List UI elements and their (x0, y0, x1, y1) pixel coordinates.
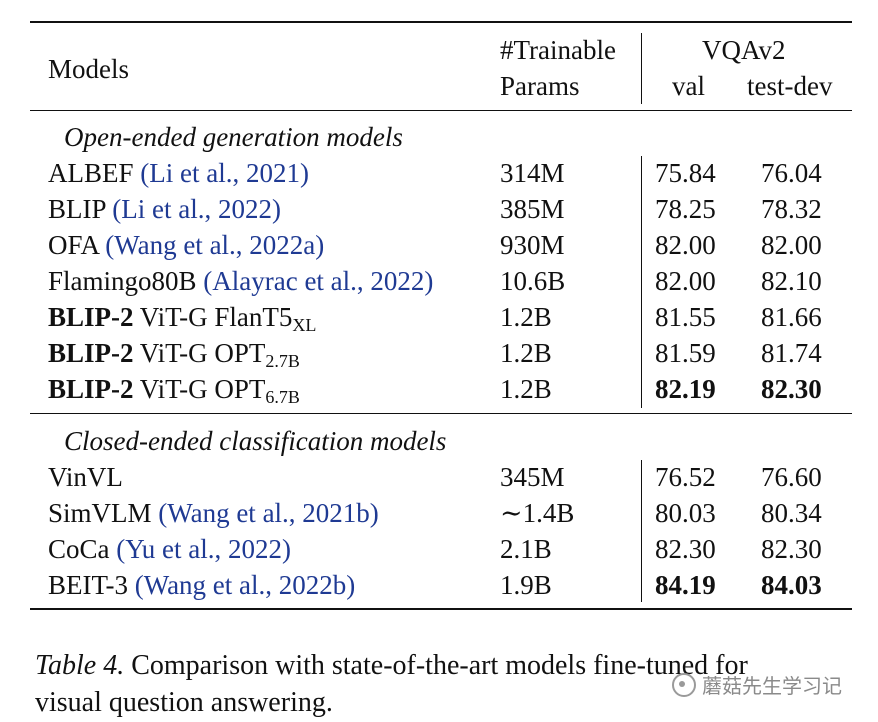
watermark-text: 蘑菇先生学习记 (702, 674, 842, 698)
section1-vertical-rule (641, 156, 642, 408)
params-value: 385M (500, 194, 565, 224)
table-caption-line1: Table 4. Comparison with state-of-the-ar… (35, 652, 748, 680)
table-row-model: VinVL (48, 464, 123, 491)
model-subscript: 2.7B (265, 351, 300, 371)
citation-link[interactable]: (Yu et al., 2022) (116, 534, 291, 564)
params-value: 1.9B (500, 570, 552, 600)
model-subscript: 6.7B (265, 387, 300, 407)
header-params-line1: #Trainable (500, 35, 616, 65)
params-value: 314M (500, 158, 565, 188)
test-dev-score: 76.60 (761, 462, 822, 492)
params-value: 345M (500, 462, 565, 492)
citation-link[interactable]: (Li et al., 2021) (140, 158, 309, 188)
table-row-model: BLIP (Li et al., 2022) (48, 196, 281, 223)
caption-text: Comparison with state-of-the-art models … (131, 650, 748, 681)
table-top-rule (30, 21, 852, 23)
citation-link[interactable]: (Wang et al., 2022b) (134, 570, 356, 600)
test-dev-score: 82.30 (761, 534, 822, 564)
test-dev-score-best: 84.03 (761, 570, 822, 600)
model-subscript: XL (292, 315, 317, 335)
table-caption-line2: visual question answering. (35, 687, 333, 718)
model-name: ALBEF (48, 158, 134, 188)
test-dev-score: 80.34 (761, 498, 822, 528)
params-value: 10.6B (500, 266, 566, 296)
citation-link[interactable]: (Li et al., 2022) (112, 194, 281, 224)
params-value: 1.2B (500, 302, 552, 332)
params-value: ∼1.4B (500, 498, 575, 528)
params-value: 1.2B (500, 338, 552, 368)
val-score: 82.00 (655, 266, 716, 296)
test-dev-score: 82.00 (761, 230, 822, 260)
params-value: 930M (500, 230, 565, 260)
val-score: 81.59 (655, 338, 716, 368)
table-row-model: BLIP-2 ViT-G OPT6.7B (48, 374, 300, 407)
test-dev-score-best: 82.30 (761, 374, 822, 404)
params-value: 2.1B (500, 534, 552, 564)
val-score-best: 82.19 (655, 374, 716, 404)
citation-link[interactable]: (Alayrac et al., 2022) (203, 266, 434, 296)
header-models: Models (48, 54, 129, 84)
val-score: 76.52 (655, 462, 716, 492)
val-score: 81.55 (655, 302, 716, 332)
model-name: SimVLM (48, 498, 152, 528)
table-row-model: BLIP-2 ViT-G OPT2.7B (48, 338, 300, 371)
section-title-closed-ended: Closed-ended classification models (64, 426, 447, 456)
header-val: val (672, 71, 705, 101)
table-row-model: CoCa (Yu et al., 2022) (48, 536, 291, 563)
test-dev-score: 82.10 (761, 266, 822, 296)
val-score: 78.25 (655, 194, 716, 224)
header-vertical-rule (641, 33, 642, 104)
val-score: 82.00 (655, 230, 716, 260)
model-name: ViT-G OPT (139, 374, 266, 404)
table-row-model: Flamingo80B (Alayrac et al., 2022) (48, 268, 433, 295)
model-name: ViT-G FlanT5 (139, 302, 293, 332)
caption-label: Table 4. (35, 650, 125, 681)
val-score: 75.84 (655, 158, 716, 188)
header-rule (30, 110, 852, 111)
model-name: OFA (48, 230, 99, 260)
params-value: 1.2B (500, 374, 552, 404)
val-score-best: 84.19 (655, 570, 716, 600)
wechat-icon (672, 672, 696, 697)
model-name-bold: BLIP-2 (48, 302, 134, 332)
citation-link[interactable]: (Wang et al., 2022a) (105, 230, 325, 260)
test-dev-score: 81.74 (761, 338, 822, 368)
citation-link[interactable]: (Wang et al., 2021b) (158, 498, 379, 528)
model-name: BLIP (48, 194, 106, 224)
test-dev-score: 81.66 (761, 302, 822, 332)
table-row-model: ALBEF (Li et al., 2021) (48, 160, 309, 187)
model-name: Flamingo80B (48, 266, 197, 296)
test-dev-score: 78.32 (761, 194, 822, 224)
table-row-model: OFA (Wang et al., 2022a) (48, 232, 324, 259)
val-score: 82.30 (655, 534, 716, 564)
test-dev-score: 76.04 (761, 158, 822, 188)
val-score: 80.03 (655, 498, 716, 528)
table-bottom-rule (30, 608, 852, 610)
model-name-bold: BLIP-2 (48, 374, 134, 404)
header-vqav2: VQAv2 (702, 35, 786, 65)
model-name: CoCa (48, 534, 110, 564)
section2-vertical-rule (641, 460, 642, 602)
model-name: ViT-G OPT (139, 338, 266, 368)
section-title-open-ended: Open-ended generation models (64, 122, 403, 152)
model-name: VinVL (48, 462, 123, 492)
table-row-model: SimVLM (Wang et al., 2021b) (48, 500, 379, 527)
table-row-model: BEIT-3 (Wang et al., 2022b) (48, 572, 355, 599)
model-name-bold: BLIP-2 (48, 338, 134, 368)
header-params-line2: Params (500, 71, 580, 101)
header-test-dev: test-dev (747, 71, 833, 101)
table-row-model: BLIP-2 ViT-G FlanT5XL (48, 302, 316, 335)
watermark: 蘑菇先生学习记 (672, 670, 842, 699)
section-rule (30, 413, 852, 414)
model-name: BEIT-3 (48, 570, 128, 600)
